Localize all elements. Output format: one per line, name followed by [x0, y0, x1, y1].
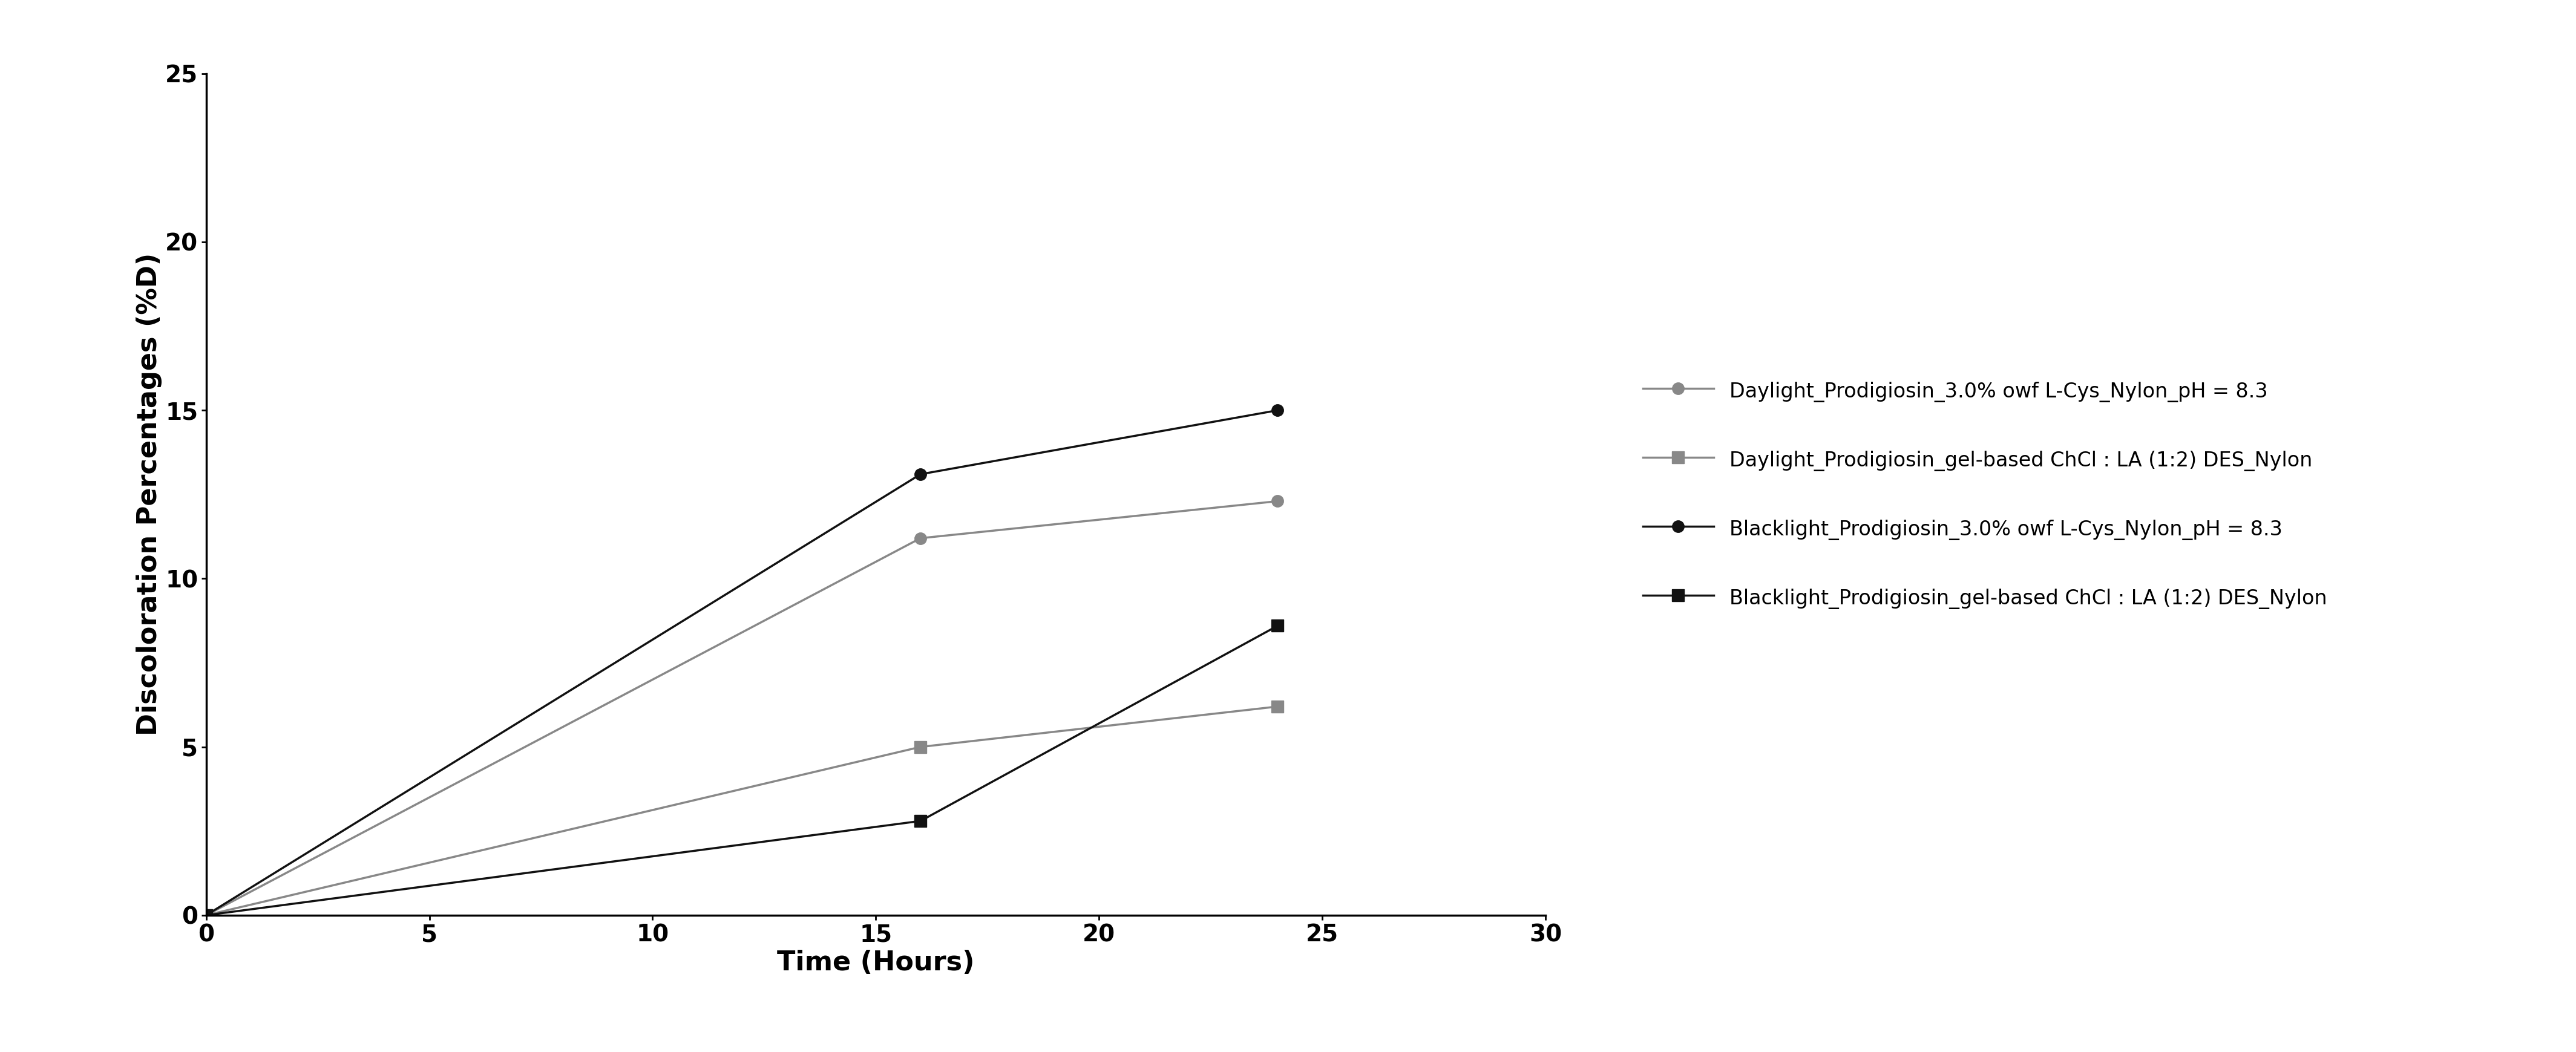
Daylight_Prodigiosin_3.0% owf L-Cys_Nylon_pH = 8.3: [1262, 494, 1293, 507]
Blacklight_Prodigiosin_gel-based ChCl : LA (1:2) DES_Nylon: (0, 0): LA (1:2) DES_Nylon: (0, 0): [191, 909, 222, 922]
Legend: Daylight_Prodigiosin_3.0% owf L-Cys_Nylon_pH = 8.3, Daylight_Prodigiosin_gel-bas: Daylight_Prodigiosin_3.0% owf L-Cys_Nylo…: [1623, 359, 2347, 630]
Blacklight_Prodigiosin_gel-based ChCl : LA (1:2) DES_Nylon: (24, 8.6): LA (1:2) DES_Nylon: (24, 8.6): [1262, 620, 1293, 632]
X-axis label: Time (Hours): Time (Hours): [778, 950, 974, 975]
Line: Daylight_Prodigiosin_3.0% owf L-Cys_Nylon_pH = 8.3: Daylight_Prodigiosin_3.0% owf L-Cys_Nylo…: [201, 495, 1283, 922]
Daylight_Prodigiosin_gel-based ChCl : LA (1:2) DES_Nylon: (16, 5): LA (1:2) DES_Nylon: (16, 5): [904, 741, 935, 753]
Blacklight_Prodigiosin_gel-based ChCl : LA (1:2) DES_Nylon: (16, 2.8): LA (1:2) DES_Nylon: (16, 2.8): [904, 814, 935, 827]
Daylight_Prodigiosin_gel-based ChCl : LA (1:2) DES_Nylon: (0, 0): LA (1:2) DES_Nylon: (0, 0): [191, 909, 222, 922]
Blacklight_Prodigiosin_3.0% owf L-Cys_Nylon_pH = 8.3: [904, 468, 935, 481]
Line: Blacklight_Prodigiosin_gel-based ChCl : LA (1:2) DES_Nylon: Blacklight_Prodigiosin_gel-based ChCl : …: [201, 620, 1283, 922]
Y-axis label: Discoloration Percentages (%D): Discoloration Percentages (%D): [137, 252, 162, 736]
Blacklight_Prodigiosin_3.0% owf L-Cys_Nylon_pH = 8.3: [191, 909, 222, 922]
Blacklight_Prodigiosin_3.0% owf L-Cys_Nylon_pH = 8.3: [1262, 404, 1293, 417]
Daylight_Prodigiosin_3.0% owf L-Cys_Nylon_pH = 8.3: [904, 532, 935, 545]
Line: Daylight_Prodigiosin_gel-based ChCl : LA (1:2) DES_Nylon: Daylight_Prodigiosin_gel-based ChCl : LA…: [201, 701, 1283, 922]
Daylight_Prodigiosin_gel-based ChCl : LA (1:2) DES_Nylon: (24, 6.2): LA (1:2) DES_Nylon: (24, 6.2): [1262, 701, 1293, 713]
Daylight_Prodigiosin_3.0% owf L-Cys_Nylon_pH = 8.3: [191, 909, 222, 922]
Line: Blacklight_Prodigiosin_3.0% owf L-Cys_Nylon_pH = 8.3: Blacklight_Prodigiosin_3.0% owf L-Cys_Ny…: [201, 404, 1283, 922]
